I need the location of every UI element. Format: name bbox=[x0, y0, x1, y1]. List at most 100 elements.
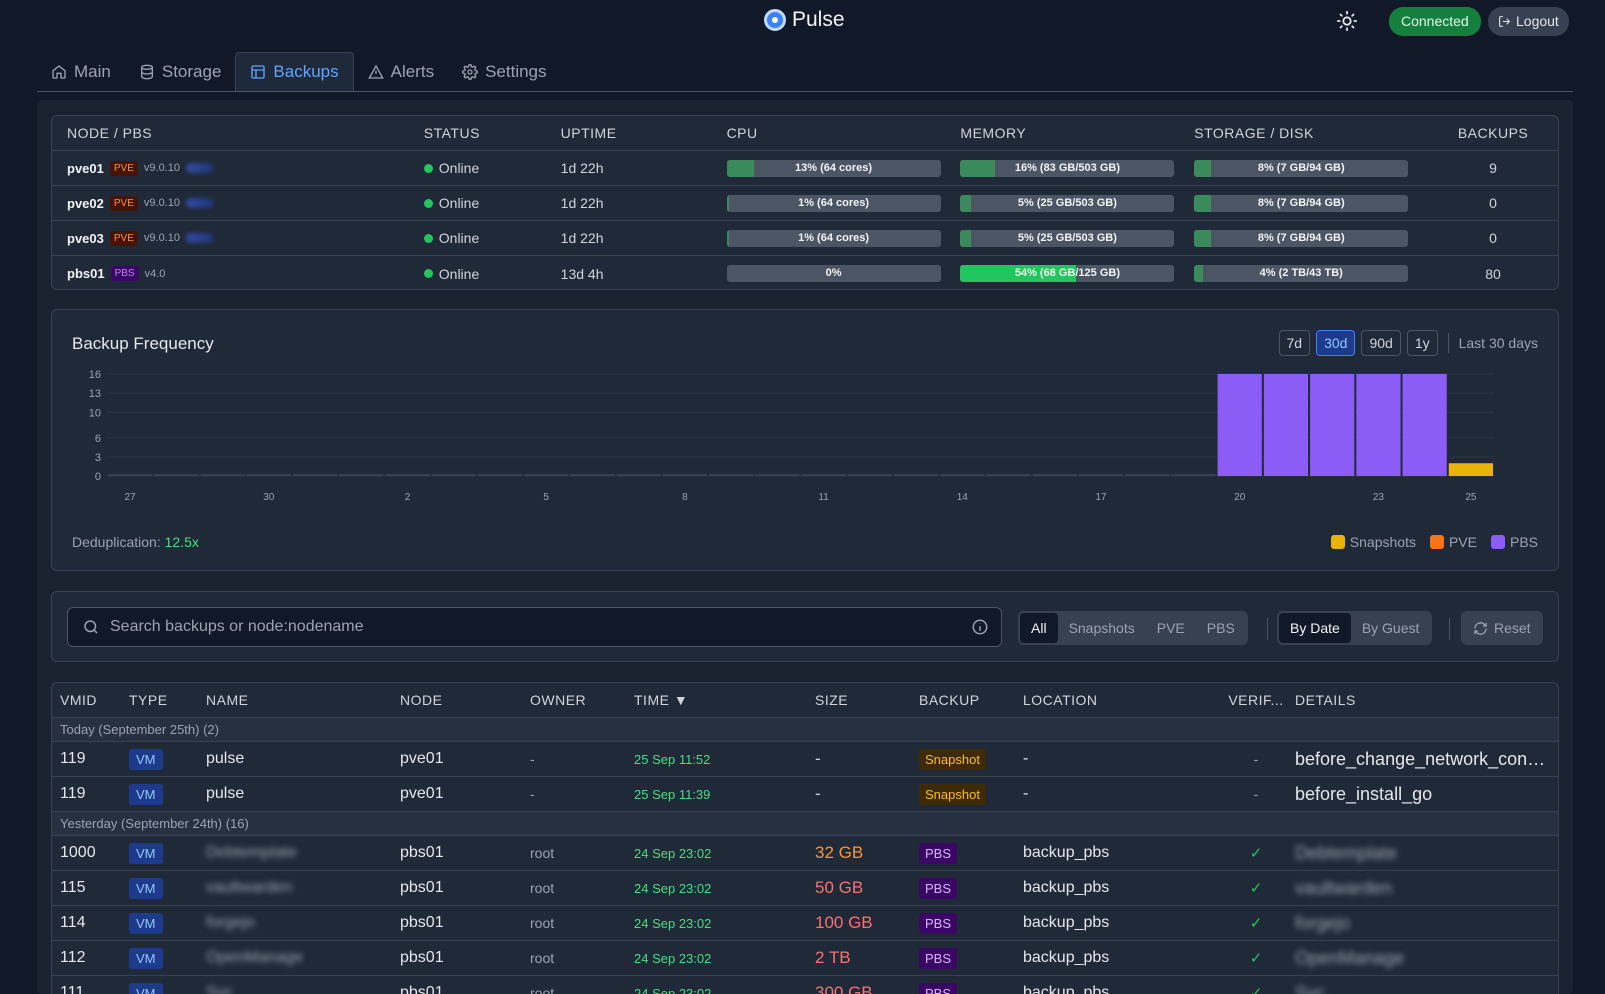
backup-row[interactable]: 115 VM vaultwarden pbs01 root 24 Sep 23:02 50 … bbox=[52, 871, 1558, 906]
node-name: pbs01 bbox=[400, 914, 444, 931]
col-details[interactable]: DETAILS bbox=[1295, 692, 1356, 708]
memory-label: 5% (25 GB/503 GB) bbox=[1017, 231, 1117, 244]
bar-pbs bbox=[1356, 374, 1401, 476]
cpu-bar: 13% (64 cores) bbox=[726, 159, 941, 177]
verified-status: ✓ bbox=[1249, 880, 1263, 897]
status-text: Online bbox=[438, 160, 480, 176]
logout-button[interactable]: Logout bbox=[1488, 7, 1569, 36]
filter-pbs-button[interactable]: PBS bbox=[1206, 620, 1235, 636]
reset-button[interactable]: Reset bbox=[1461, 611, 1543, 645]
cpu-cell: 13% (64 cores) bbox=[726, 159, 961, 177]
bar-pbs bbox=[1402, 374, 1447, 476]
backup-type-badge: PBS bbox=[919, 912, 958, 934]
range-7d-button[interactable]: 7d bbox=[1278, 330, 1311, 356]
vmid: 111 bbox=[60, 984, 85, 994]
group-by-date-button[interactable]: By Date bbox=[1279, 613, 1351, 643]
type-cell: VM bbox=[129, 947, 206, 969]
node-name[interactable]: pve01 bbox=[67, 160, 104, 176]
backup-row[interactable]: 119 VM pulse pve01 - 25 Sep 11:39 - Snapshot - - b… bbox=[52, 777, 1558, 812]
backups-table-header: VMID TYPE NAME NODE OWNER TIME ▼ SIZE BA… bbox=[52, 683, 1558, 718]
node-name[interactable]: pve02 bbox=[67, 195, 104, 211]
col-name[interactable]: NAME bbox=[206, 692, 249, 708]
range-30d-button[interactable]: 30d bbox=[1316, 330, 1356, 356]
backup-row[interactable]: 114 VM forgejo pbs01 root 24 Sep 23:02 100 GB P… bbox=[52, 906, 1558, 941]
col-owner[interactable]: OWNER bbox=[530, 692, 587, 708]
x-tick-label: 17 bbox=[1095, 492, 1107, 503]
theme-toggle-sun-icon[interactable] bbox=[1335, 10, 1359, 34]
bar-pbs bbox=[1310, 374, 1355, 476]
owner: root bbox=[530, 915, 555, 931]
filter-all-button[interactable]: All bbox=[1020, 613, 1058, 643]
col-uptime[interactable]: UPTIME bbox=[560, 125, 617, 141]
col-verified[interactable]: VERIF... bbox=[1228, 692, 1284, 708]
col-size[interactable]: SIZE bbox=[815, 692, 849, 708]
node-row[interactable]: pve01 PVE v9.0.10 Online 1d 22h 13% (64 cores… bbox=[52, 151, 1558, 186]
nodes-summary-table: NODE / PBS STATUS UPTIME CPU MEMORY STOR… bbox=[51, 115, 1559, 290]
col-backup[interactable]: BACKUP bbox=[919, 692, 980, 708]
tab-backups[interactable]: Backups bbox=[235, 52, 354, 91]
col-location[interactable]: LOCATION bbox=[1023, 692, 1098, 708]
node-row[interactable]: pve02 PVE v9.0.10 Online 1d 22h 1% (64 cores)… bbox=[52, 186, 1558, 221]
col-vmid[interactable]: VMID bbox=[60, 692, 97, 708]
backup-row[interactable]: 119 VM pulse pve01 - 25 Sep 11:52 - Snapshot - - b… bbox=[52, 742, 1558, 777]
backup-filter-bar: All Snapshots PVE PBS By Date By Guest R… bbox=[51, 591, 1559, 662]
backup-time: 25 Sep 11:52 bbox=[634, 751, 711, 767]
col-node[interactable]: NODE / PBS bbox=[67, 125, 153, 141]
backup-row[interactable]: 1000 VM Debtemplate pbs01 root 24 Sep 23:02 32… bbox=[52, 836, 1558, 871]
memory-cell: 5% (25 GB/503 GB) bbox=[960, 229, 1194, 247]
legend-pve[interactable]: PVE bbox=[1429, 534, 1477, 550]
range-90d-button[interactable]: 90d bbox=[1361, 330, 1401, 356]
node-name[interactable]: pbs01 bbox=[67, 266, 105, 281]
home-icon bbox=[52, 64, 66, 79]
tab-storage[interactable]: Storage bbox=[125, 52, 236, 91]
tab-main[interactable]: Main bbox=[37, 52, 125, 91]
disk-bar: 8% (7 GB/94 GB) bbox=[1194, 159, 1409, 177]
brand[interactable]: Pulse bbox=[764, 8, 845, 32]
logout-icon bbox=[1499, 16, 1511, 27]
type-filter-group: All Snapshots PVE PBS bbox=[1018, 611, 1248, 645]
col-storage[interactable]: STORAGE / DISK bbox=[1194, 125, 1314, 141]
backup-time: 24 Sep 23:02 bbox=[634, 845, 712, 861]
legend-label: PBS bbox=[1509, 534, 1538, 550]
memory-bar-fill bbox=[960, 194, 972, 212]
col-type[interactable]: TYPE bbox=[129, 692, 168, 708]
col-status[interactable]: STATUS bbox=[423, 125, 480, 141]
col-cpu[interactable]: CPU bbox=[726, 125, 758, 141]
filter-pve-button[interactable]: PVE bbox=[1156, 620, 1185, 636]
legend-pbs[interactable]: PBS bbox=[1490, 534, 1538, 550]
legend-snapshots[interactable]: Snapshots bbox=[1330, 534, 1416, 550]
backup-cell: PBS bbox=[919, 877, 1023, 899]
node-cell: pve02 PVE v9.0.10 bbox=[52, 195, 424, 211]
empty-bar bbox=[1078, 474, 1124, 476]
filter-snapshots-button[interactable]: Snapshots bbox=[1068, 620, 1135, 636]
cpu-bar-fill bbox=[726, 229, 729, 247]
empty-bar bbox=[847, 474, 892, 476]
guest-name: Svc bbox=[206, 984, 233, 994]
backup-row[interactable]: 112 VM OpenManage pbs01 root 24 Sep 23:02 2 TB… bbox=[52, 941, 1558, 976]
owner: root bbox=[530, 845, 555, 861]
tab-settings[interactable]: Settings bbox=[448, 52, 560, 91]
y-tick-label: 10 bbox=[89, 407, 101, 419]
backup-location: backup_pbs bbox=[1023, 984, 1110, 994]
col-time[interactable]: TIME ▼ bbox=[634, 692, 689, 708]
col-memory[interactable]: MEMORY bbox=[960, 125, 1027, 141]
memory-cell: 16% (83 GB/503 GB) bbox=[960, 159, 1194, 177]
backups-count: 80 bbox=[1485, 265, 1501, 282]
group-by-guest-button[interactable]: By Guest bbox=[1361, 620, 1420, 636]
info-icon[interactable] bbox=[971, 618, 989, 636]
node-row[interactable]: pbs01 PBS v4.0 Online 13d 4h 0% 54% (68 GB/125… bbox=[52, 256, 1558, 289]
backup-row[interactable]: 111 VM Svc pbs01 root 24 Sep 23:02 300 GB PBS ba… bbox=[52, 976, 1558, 994]
backup-details: vaultwarden bbox=[1295, 877, 1393, 898]
node-name[interactable]: pve03 bbox=[67, 230, 104, 246]
col-backups[interactable]: BACKUPS bbox=[1457, 125, 1529, 141]
x-tick-label: 23 bbox=[1373, 492, 1385, 503]
search-input[interactable] bbox=[110, 608, 970, 646]
tab-alerts[interactable]: Alerts bbox=[354, 52, 448, 91]
node-row[interactable]: pve03 PVE v9.0.10 Online 1d 22h 1% (64 cores)… bbox=[52, 221, 1558, 256]
col-node[interactable]: NODE bbox=[400, 692, 443, 708]
empty-bar bbox=[893, 474, 939, 476]
status-text: Online bbox=[438, 230, 480, 246]
range-1y-button[interactable]: 1y bbox=[1406, 330, 1438, 356]
status-cell: Online bbox=[423, 230, 561, 246]
bar-snapshots bbox=[1448, 463, 1493, 476]
